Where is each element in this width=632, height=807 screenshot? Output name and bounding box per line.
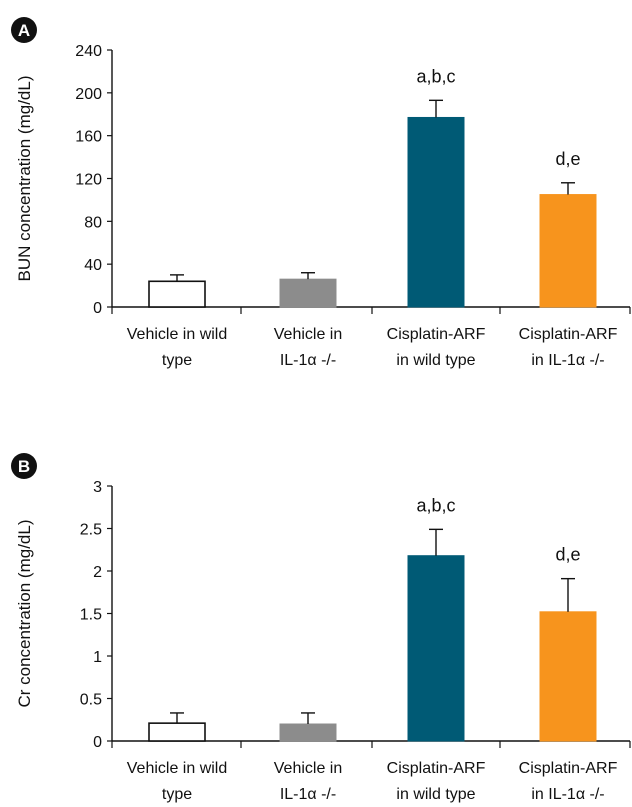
- y-tick-label: 80: [84, 214, 102, 231]
- bar: [148, 722, 206, 742]
- significance-label: a,b,c: [416, 495, 455, 515]
- category-label: Vehicle in wild: [127, 760, 228, 777]
- panel-a: A 0 40 80 120 160 200 240 BUN concentration (mg/…: [11, 17, 631, 369]
- panel-letter: A: [18, 21, 30, 40]
- category-label: Cisplatin-ARF: [519, 760, 618, 777]
- category-label: in IL-1α -/-: [531, 786, 604, 803]
- bar: [148, 280, 206, 308]
- y-tick-label: 0: [93, 734, 102, 751]
- y-tick-label: 2.5: [80, 522, 102, 539]
- category-label: type: [162, 352, 192, 369]
- category-label: Cisplatin-ARF: [387, 760, 486, 777]
- category-label: type: [162, 786, 192, 803]
- y-tick-label: 120: [75, 172, 102, 189]
- y-tick-label: 0: [93, 300, 102, 317]
- y-tick-label: 1.5: [80, 607, 102, 624]
- y-axis-title: BUN concentration (mg/dL): [15, 76, 34, 282]
- category-label: Vehicle in: [274, 760, 343, 777]
- y-axis-title: Cr concentration (mg/dL): [15, 519, 34, 707]
- category-label: in wild type: [396, 352, 475, 369]
- bar: [539, 611, 597, 742]
- y-tick-label: 1: [93, 649, 102, 666]
- panel-letter-badge: [11, 453, 37, 479]
- panel-b: B 0 0.5 1 1.5 2 2.5 3 Cr concentration (mg/dL) Ve…: [11, 453, 631, 803]
- bar: [539, 194, 597, 308]
- category-label: in wild type: [396, 786, 475, 803]
- y-tick-label: 2: [93, 564, 102, 581]
- bar: [407, 555, 465, 742]
- significance-label: d,e: [555, 545, 580, 565]
- category-label: in IL-1α -/-: [531, 352, 604, 369]
- y-tick-label: 240: [75, 43, 102, 60]
- y-tick-label: 40: [84, 257, 102, 274]
- significance-label: d,e: [555, 149, 580, 169]
- category-label: IL-1α -/-: [280, 786, 336, 803]
- category-label: IL-1α -/-: [280, 352, 336, 369]
- category-label: Cisplatin-ARF: [387, 326, 486, 343]
- panel-letter: B: [18, 457, 30, 476]
- category-label: Cisplatin-ARF: [519, 326, 618, 343]
- y-tick-label: 160: [75, 129, 102, 146]
- category-label: Vehicle in: [274, 326, 343, 343]
- bar: [407, 116, 465, 308]
- bar: [279, 278, 337, 308]
- y-tick-label: 3: [93, 479, 102, 496]
- y-tick-label: 200: [75, 86, 102, 103]
- panel-letter-badge: [11, 17, 37, 43]
- significance-label: a,b,c: [416, 66, 455, 86]
- bar: [279, 723, 337, 742]
- category-label: Vehicle in wild: [127, 326, 228, 343]
- y-tick-label: 0.5: [80, 692, 102, 709]
